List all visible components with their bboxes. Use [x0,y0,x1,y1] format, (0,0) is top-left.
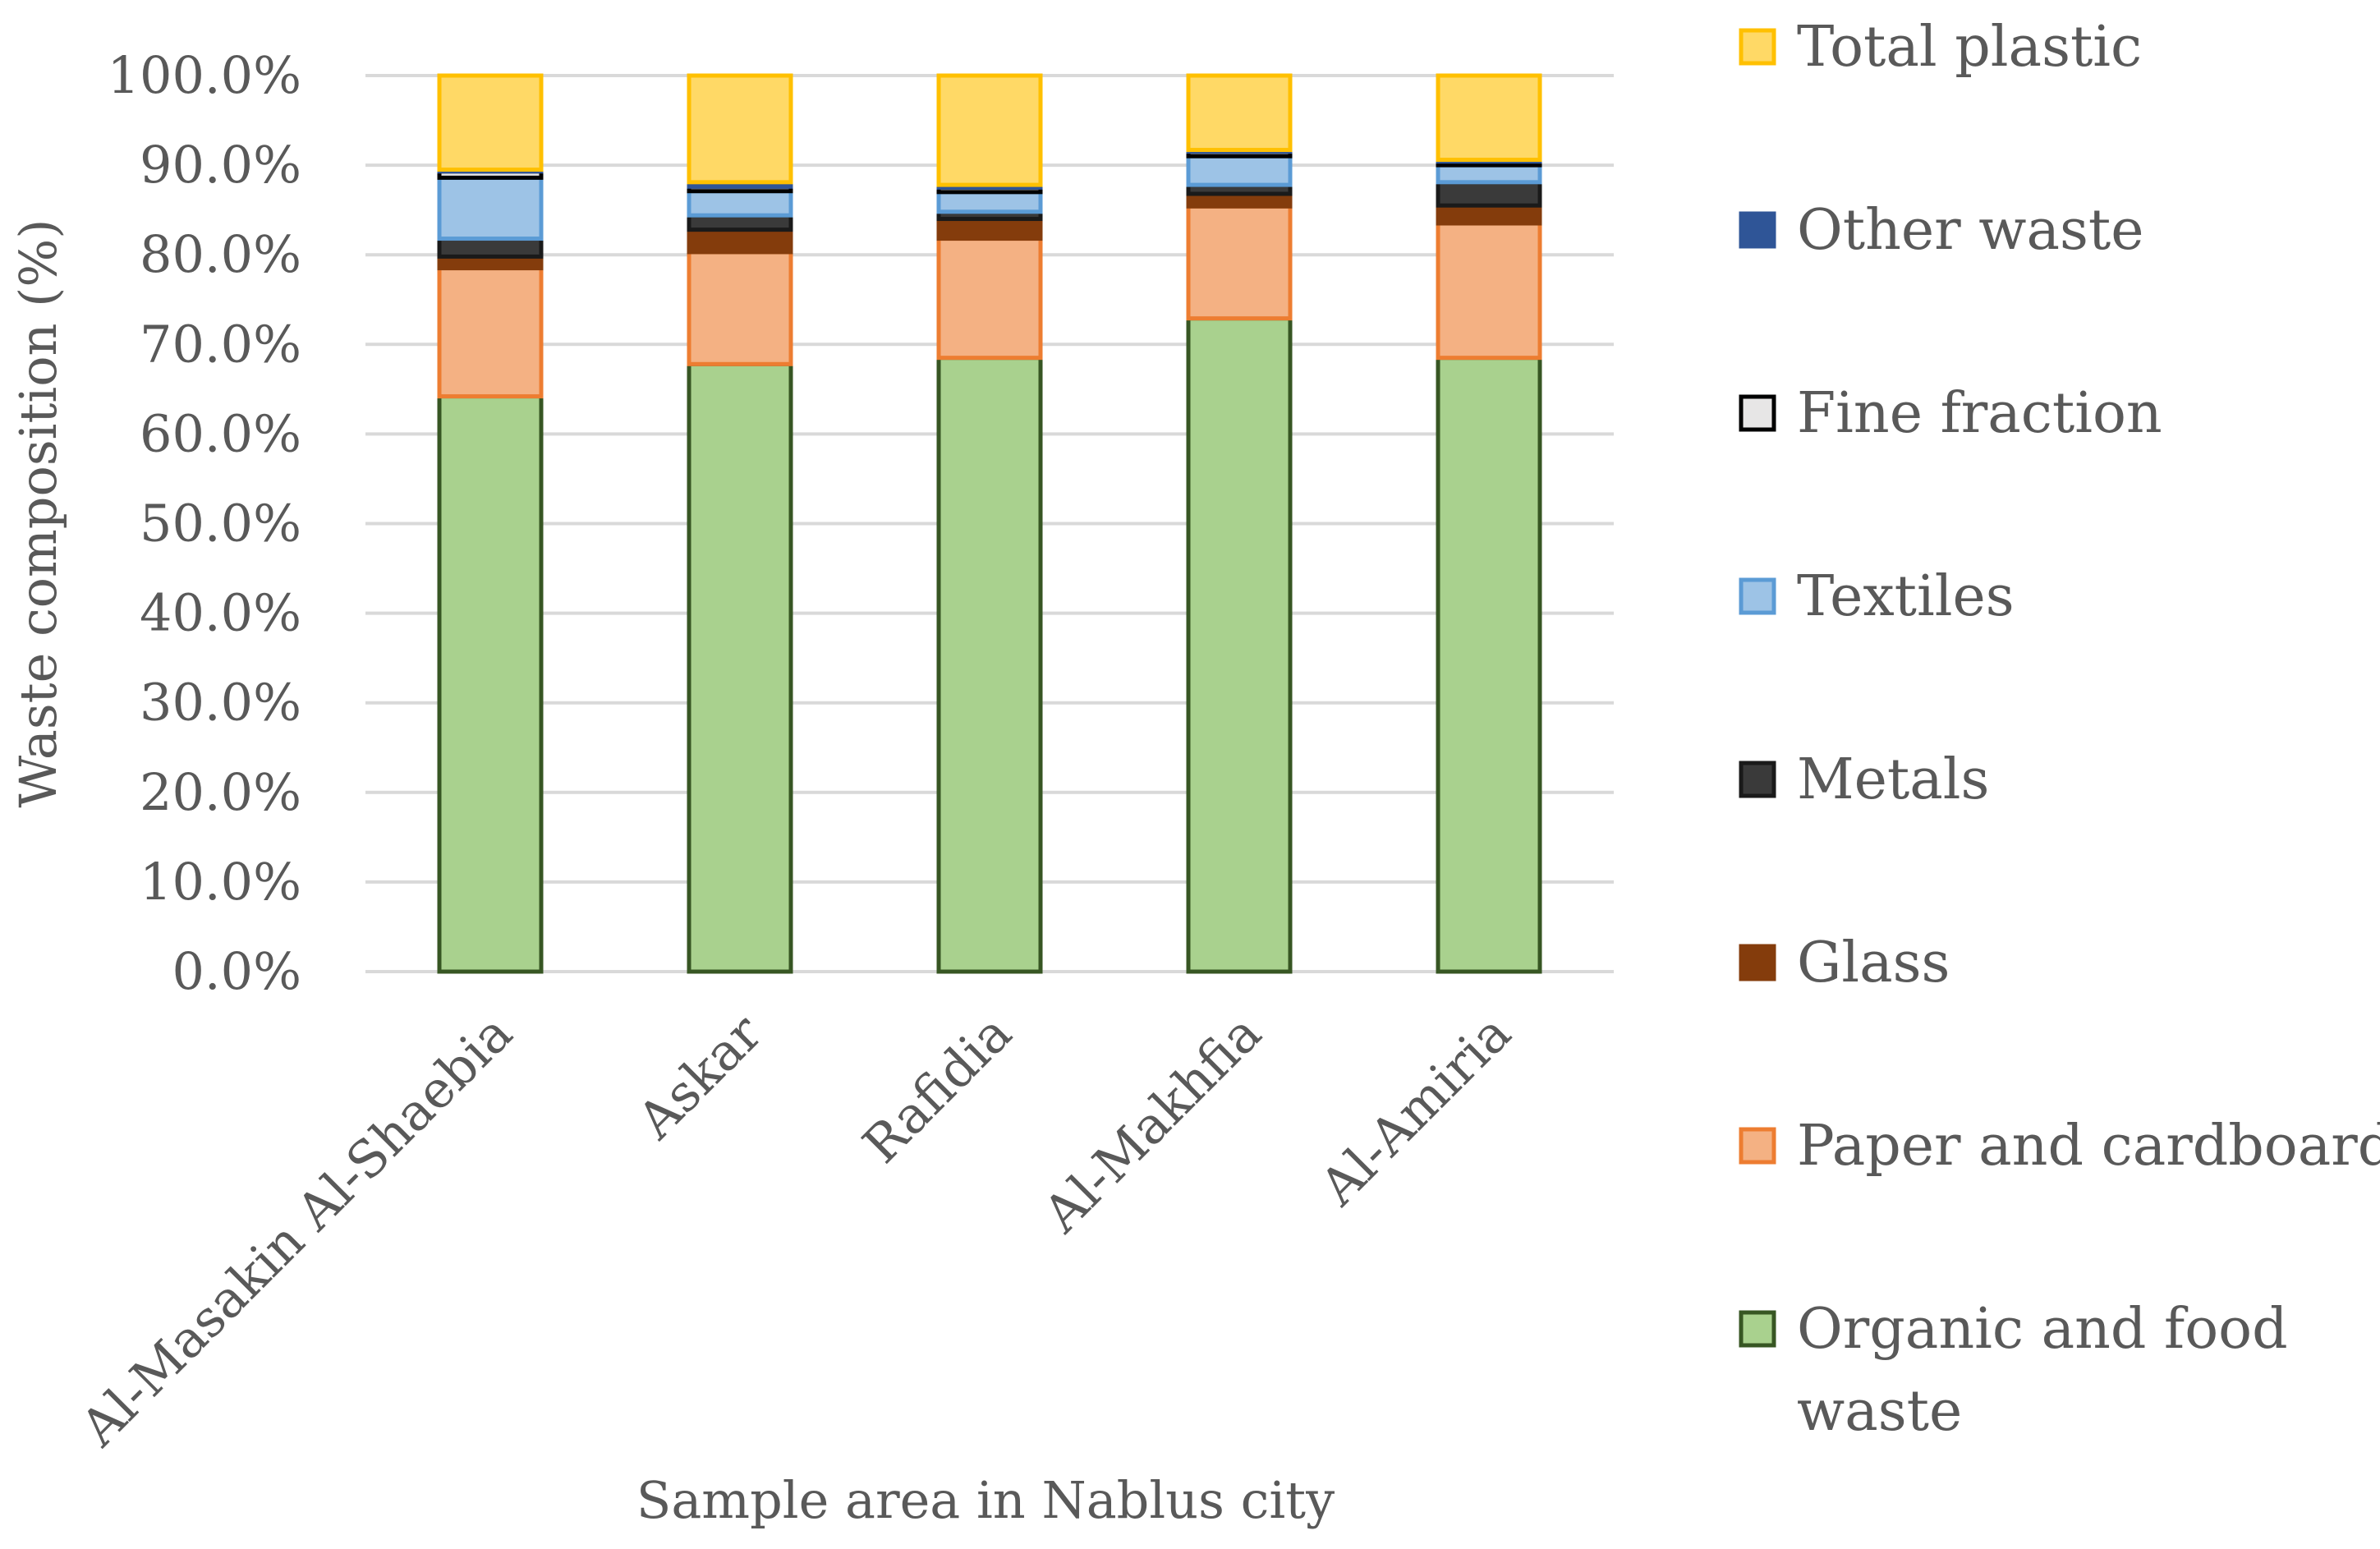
bar-segment [936,356,1043,974]
x-axis-title: Sample area in Nablus city [636,1470,1335,1530]
bar-segment [437,266,544,399]
y-tick-label: 10.0% [140,852,301,912]
bar-segment [437,237,544,259]
bar-segment [936,73,1043,187]
legend-label: Textiles [1797,564,2015,629]
x-category-label: Al-Masakin Al-Shaebia [68,1003,523,1458]
x-category-label: Al-Makhfia [1031,1003,1273,1244]
legend-swatch [1739,761,1776,798]
y-tick-label: 80.0% [140,224,301,284]
y-tick-label: 20.0% [140,762,301,822]
x-category-label: Al-Amiria [1307,1003,1522,1217]
legend-label: Total plastic [1797,15,2142,80]
bar-segment [1436,203,1542,226]
bar-segment [687,361,793,974]
legend-swatch [1739,577,1776,615]
x-category-label: Rafidia [851,1003,1022,1174]
y-tick-label: 40.0% [140,583,301,643]
bar-segment [437,394,544,974]
legend-label: Fine fraction [1797,381,2162,446]
legend-swatch [1739,211,1776,249]
bar-segment [687,250,793,366]
bar-segment [936,237,1043,361]
legend-swatch [1739,1127,1776,1165]
y-tick-label: 90.0% [140,135,301,195]
y-tick-label: 60.0% [140,403,301,463]
bar-segment [1186,316,1293,974]
legend-label: Metals [1797,747,1989,812]
y-axis-title: Waste composition (%) [8,219,68,808]
legend-swatch [1739,944,1776,981]
y-tick-label: 50.0% [140,494,301,554]
bar-segment [687,189,793,218]
x-category-labels: Al-Masakin Al-Shaebia Askar Rafidia Al-Makh… [68,1003,1522,1459]
bar-segment [687,73,793,185]
bar-segment [687,213,793,232]
bar-segment [687,228,793,255]
legend-label: Glass [1797,931,1950,995]
legend-swatch [1739,28,1776,66]
bar-segment [1436,180,1542,208]
legend-label: Other waste [1797,198,2143,263]
y-tick-label: 100.0% [108,45,301,105]
bars [437,73,1542,974]
y-tick-label: 30.0% [140,673,301,733]
y-tick-labels: 0.0% 10.0% 20.0% 30.0% 40.0% 50.0% 60.0% 70.0% 8… [108,45,301,1001]
bar-segment [1186,154,1293,187]
bar-segment [936,217,1043,241]
legend-label: Paper and cardboard [1797,1114,2380,1179]
bar-segment [936,190,1043,214]
bar-segment [1436,221,1542,361]
bar-segment [1186,204,1293,321]
legend: Total plastic Other waste Fine fraction Tex… [1739,15,2380,1444]
bar-segment [437,175,544,241]
bar-segment [1436,73,1542,163]
bar-segment [1186,73,1293,153]
y-tick-label: 70.0% [140,314,301,374]
legend-swatch [1739,394,1776,432]
bar-segment [437,73,544,172]
y-tick-label: 0.0% [172,941,301,1001]
bar-segment [1436,163,1542,185]
legend-swatch [1739,1310,1776,1348]
legend-label: Organic and food waste [1797,1297,2288,1444]
x-category-label: Askar [625,1003,773,1151]
bar-segment [1436,356,1542,974]
